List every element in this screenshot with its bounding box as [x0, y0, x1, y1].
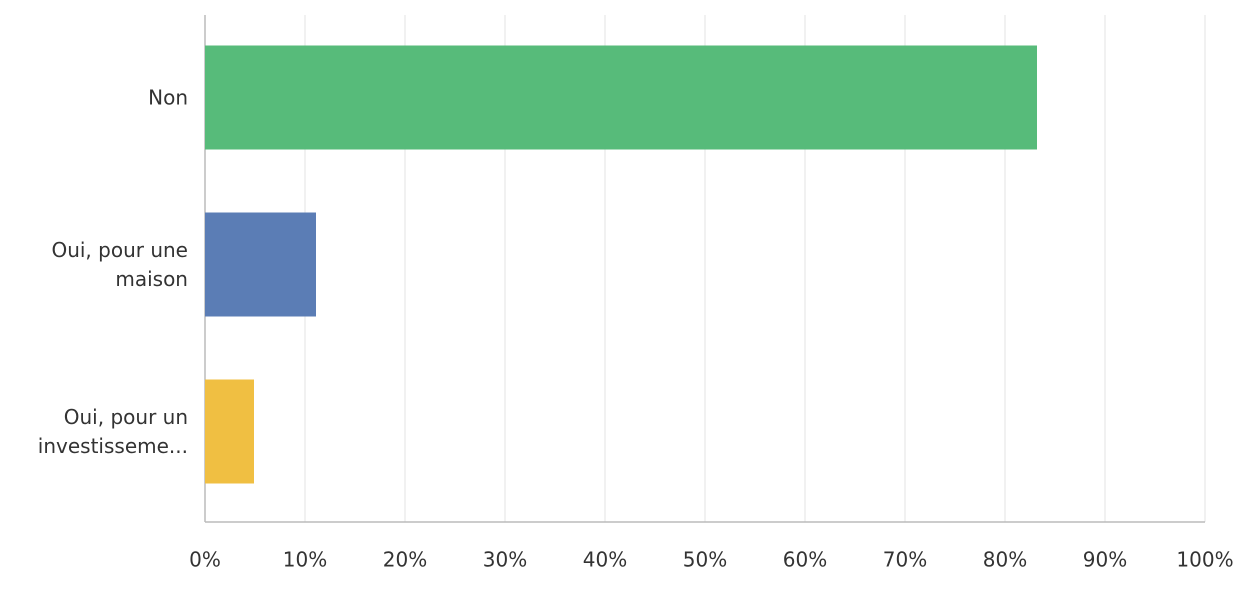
x-tick-label: 30% — [483, 548, 527, 572]
x-tick-label: 80% — [983, 548, 1027, 572]
bar — [205, 45, 1037, 150]
y-tick-label: Non — [148, 85, 188, 109]
x-tick-label: 100% — [1176, 548, 1233, 572]
y-tick-label: Oui, pour une maison — [51, 237, 188, 291]
x-tick-label: 90% — [1083, 548, 1127, 572]
x-tick-label: 40% — [583, 548, 627, 572]
x-tick-label: 70% — [883, 548, 927, 572]
y-tick-label: Oui, pour un investisseme... — [37, 404, 188, 458]
x-tick-label: 10% — [283, 548, 327, 572]
x-tick-label: 20% — [383, 548, 427, 572]
bar — [205, 212, 316, 317]
x-tick-label: 0% — [189, 548, 221, 572]
x-tick-label: 50% — [683, 548, 727, 572]
bar — [205, 379, 254, 484]
x-tick-label: 60% — [783, 548, 827, 572]
